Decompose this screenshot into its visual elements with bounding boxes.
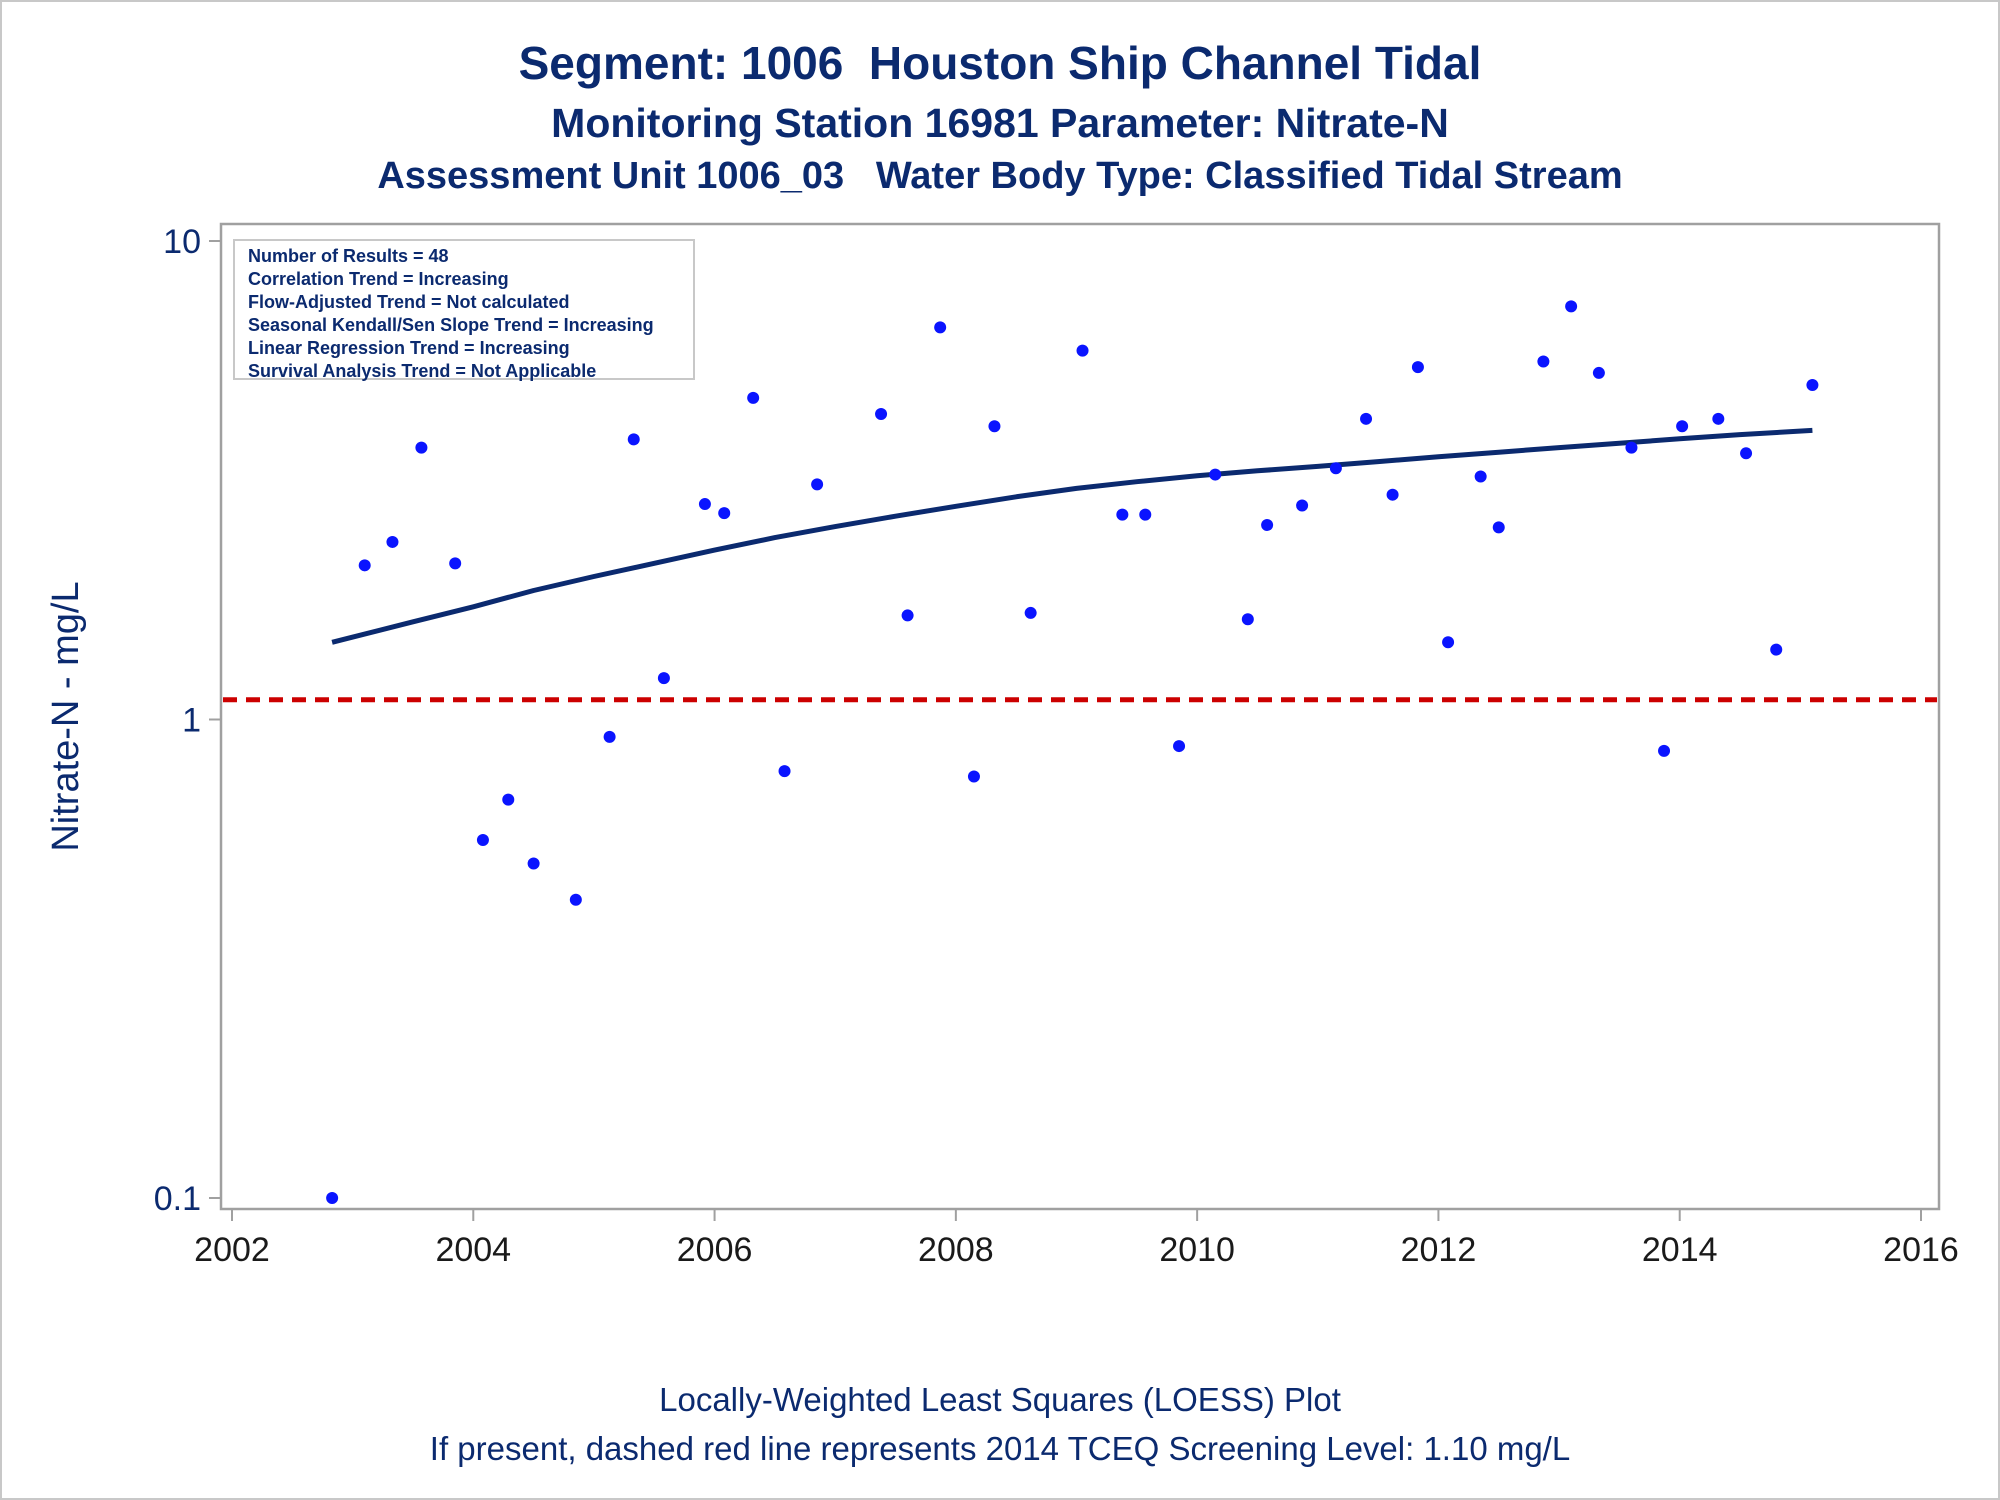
- data-point: [1592, 366, 1605, 379]
- data-point: [1241, 613, 1254, 626]
- data-point: [698, 498, 711, 511]
- x-tick-label: 2002: [194, 1231, 270, 1269]
- data-point: [326, 1192, 339, 1204]
- data-point: [1806, 379, 1819, 392]
- x-tick-label: 2008: [918, 1231, 994, 1269]
- data-point: [657, 672, 670, 685]
- x-tick-label: 2010: [1159, 1231, 1235, 1269]
- data-point: [449, 557, 462, 570]
- data-point: [627, 433, 640, 446]
- data-point: [875, 407, 888, 420]
- data-point: [778, 765, 791, 778]
- data-point: [1116, 508, 1129, 521]
- data-point: [358, 559, 371, 572]
- data-point: [1492, 521, 1505, 534]
- x-tick-label: 2012: [1401, 1231, 1477, 1269]
- footnote-loess: Locally-Weighted Least Squares (LOESS) P…: [659, 1381, 1341, 1418]
- data-point: [1411, 361, 1424, 374]
- info-line-results: Number of Results = 48: [248, 246, 449, 266]
- plot-area: [219, 222, 1941, 1211]
- data-point: [1261, 518, 1274, 531]
- data-point: [1625, 441, 1638, 454]
- data-point: [1770, 643, 1783, 656]
- data-point: [502, 793, 515, 806]
- data-point: [1537, 355, 1550, 368]
- data-point: [718, 507, 731, 520]
- x-tick-label: 2004: [435, 1231, 511, 1269]
- data-point: [1296, 499, 1309, 512]
- info-line-flow-adjusted: Flow-Adjusted Trend = Not calculated: [248, 292, 570, 312]
- data-point: [1173, 740, 1186, 753]
- y-tick-label: 1: [182, 702, 201, 740]
- y-tick-label: 0.1: [154, 1180, 201, 1218]
- info-line-survival-analysis: Survival Analysis Trend = Not Applicable: [248, 361, 597, 381]
- data-point: [1139, 508, 1152, 521]
- y-tick-label: 10: [163, 223, 201, 261]
- x-tick-label: 2006: [677, 1231, 753, 1269]
- y-axis-label: Nitrate-N - mg/L: [45, 581, 87, 851]
- data-point: [1658, 744, 1671, 757]
- data-point: [1329, 462, 1342, 475]
- chart-subtitle-2: Assessment Unit 1006_03 Water Body Type:…: [377, 155, 1623, 197]
- data-point: [386, 535, 399, 548]
- data-point: [415, 441, 428, 454]
- data-point: [1740, 447, 1753, 460]
- data-point: [934, 321, 947, 334]
- footnote-screening: If present, dashed red line represents 2…: [429, 1430, 1571, 1467]
- data-point: [1712, 412, 1725, 425]
- x-tick-label: 2016: [1883, 1231, 1959, 1269]
- data-point: [569, 893, 582, 906]
- data-point: [988, 420, 1001, 433]
- data-point: [967, 770, 980, 783]
- data-point: [1442, 636, 1455, 649]
- data-point: [1024, 606, 1037, 619]
- data-point: [811, 478, 824, 491]
- data-point: [476, 833, 489, 846]
- data-point: [1474, 470, 1487, 483]
- info-line-seasonal-kendall: Seasonal Kendall/Sen Slope Trend = Incre…: [248, 315, 654, 335]
- chart-title: Segment: 1006 Houston Ship Channel Tidal: [518, 37, 1482, 89]
- data-point: [901, 609, 914, 622]
- data-point: [1386, 488, 1399, 501]
- x-tick-label: 2014: [1642, 1231, 1718, 1269]
- chart-subtitle: Monitoring Station 16981 Parameter: Nitr…: [551, 100, 1449, 146]
- data-point: [603, 730, 616, 743]
- info-line-linear-regression: Linear Regression Trend = Increasing: [248, 338, 570, 358]
- data-point: [1209, 468, 1222, 481]
- info-line-correlation: Correlation Trend = Increasing: [248, 269, 509, 289]
- data-point: [747, 391, 760, 404]
- loess-curve: [331, 427, 1813, 645]
- data-point: [1565, 300, 1578, 313]
- trend-info-box: Number of Results = 48 Correlation Trend…: [233, 239, 695, 381]
- data-point: [527, 857, 540, 870]
- data-point: [1676, 420, 1689, 433]
- data-point: [1076, 344, 1089, 357]
- data-point: [1360, 412, 1373, 425]
